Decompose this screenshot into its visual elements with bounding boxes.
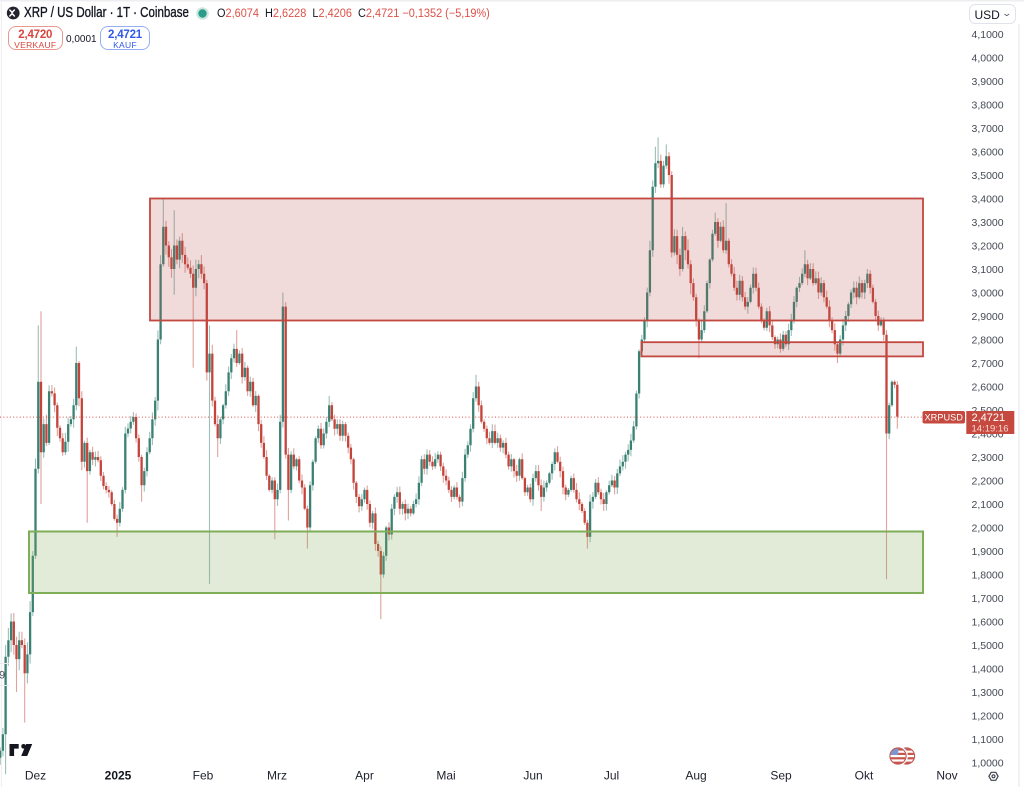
- svg-text:Mai: Mai: [436, 769, 455, 783]
- svg-text:2,9000: 2,9000: [972, 311, 1004, 323]
- svg-text:3,6000: 3,6000: [972, 146, 1004, 158]
- svg-text:1,1000: 1,1000: [972, 734, 1004, 746]
- svg-text:2,7000: 2,7000: [972, 358, 1004, 370]
- svg-text:Okt: Okt: [855, 769, 874, 783]
- svg-text:2,2000: 2,2000: [972, 475, 1004, 487]
- svg-text:2,3000: 2,3000: [972, 452, 1004, 464]
- svg-text:4,1000: 4,1000: [972, 29, 1004, 41]
- svg-text:3,0000: 3,0000: [972, 287, 1004, 299]
- svg-text:2,0000: 2,0000: [972, 522, 1004, 534]
- svg-text:Aug: Aug: [685, 769, 706, 783]
- svg-text:Jun: Jun: [523, 769, 542, 783]
- svg-text:3,1000: 3,1000: [972, 264, 1004, 276]
- svg-text:3,7000: 3,7000: [972, 123, 1004, 135]
- svg-text:1,3000: 1,3000: [972, 687, 1004, 699]
- svg-text:1,9000: 1,9000: [972, 546, 1004, 558]
- svg-text:Nov: Nov: [936, 769, 957, 783]
- svg-text:1,2000: 1,2000: [972, 710, 1004, 722]
- svg-text:1,5000: 1,5000: [972, 640, 1004, 652]
- svg-text:Dez: Dez: [25, 769, 46, 783]
- svg-text:9: 9: [0, 670, 5, 682]
- svg-text:3,2000: 3,2000: [972, 240, 1004, 252]
- svg-text:2,4721: 2,4721: [972, 412, 1006, 424]
- svg-text:1,6000: 1,6000: [972, 616, 1004, 628]
- svg-text:3,9000: 3,9000: [972, 76, 1004, 88]
- svg-text:3,8000: 3,8000: [972, 99, 1004, 111]
- svg-text:Sep: Sep: [770, 769, 792, 783]
- svg-text:2,6000: 2,6000: [972, 381, 1004, 393]
- svg-text:2,8000: 2,8000: [972, 334, 1004, 346]
- svg-text:1,8000: 1,8000: [972, 569, 1004, 581]
- svg-text:4,0000: 4,0000: [972, 52, 1004, 64]
- svg-text:3,5000: 3,5000: [972, 170, 1004, 182]
- svg-text:Apr: Apr: [355, 769, 374, 783]
- svg-text:Jul: Jul: [604, 769, 619, 783]
- svg-text:Mrz: Mrz: [267, 769, 287, 783]
- svg-text:3,3000: 3,3000: [972, 217, 1004, 229]
- svg-text:14:19:16: 14:19:16: [972, 423, 1009, 434]
- svg-text:2025: 2025: [105, 769, 132, 783]
- svg-text:1,4000: 1,4000: [972, 663, 1004, 675]
- svg-text:XRPUSD: XRPUSD: [925, 412, 964, 422]
- svg-text:1,7000: 1,7000: [972, 593, 1004, 605]
- svg-text:1,0000: 1,0000: [972, 757, 1004, 769]
- svg-text:3,4000: 3,4000: [972, 193, 1004, 205]
- svg-text:2,1000: 2,1000: [972, 499, 1004, 511]
- svg-text:Feb: Feb: [193, 769, 214, 783]
